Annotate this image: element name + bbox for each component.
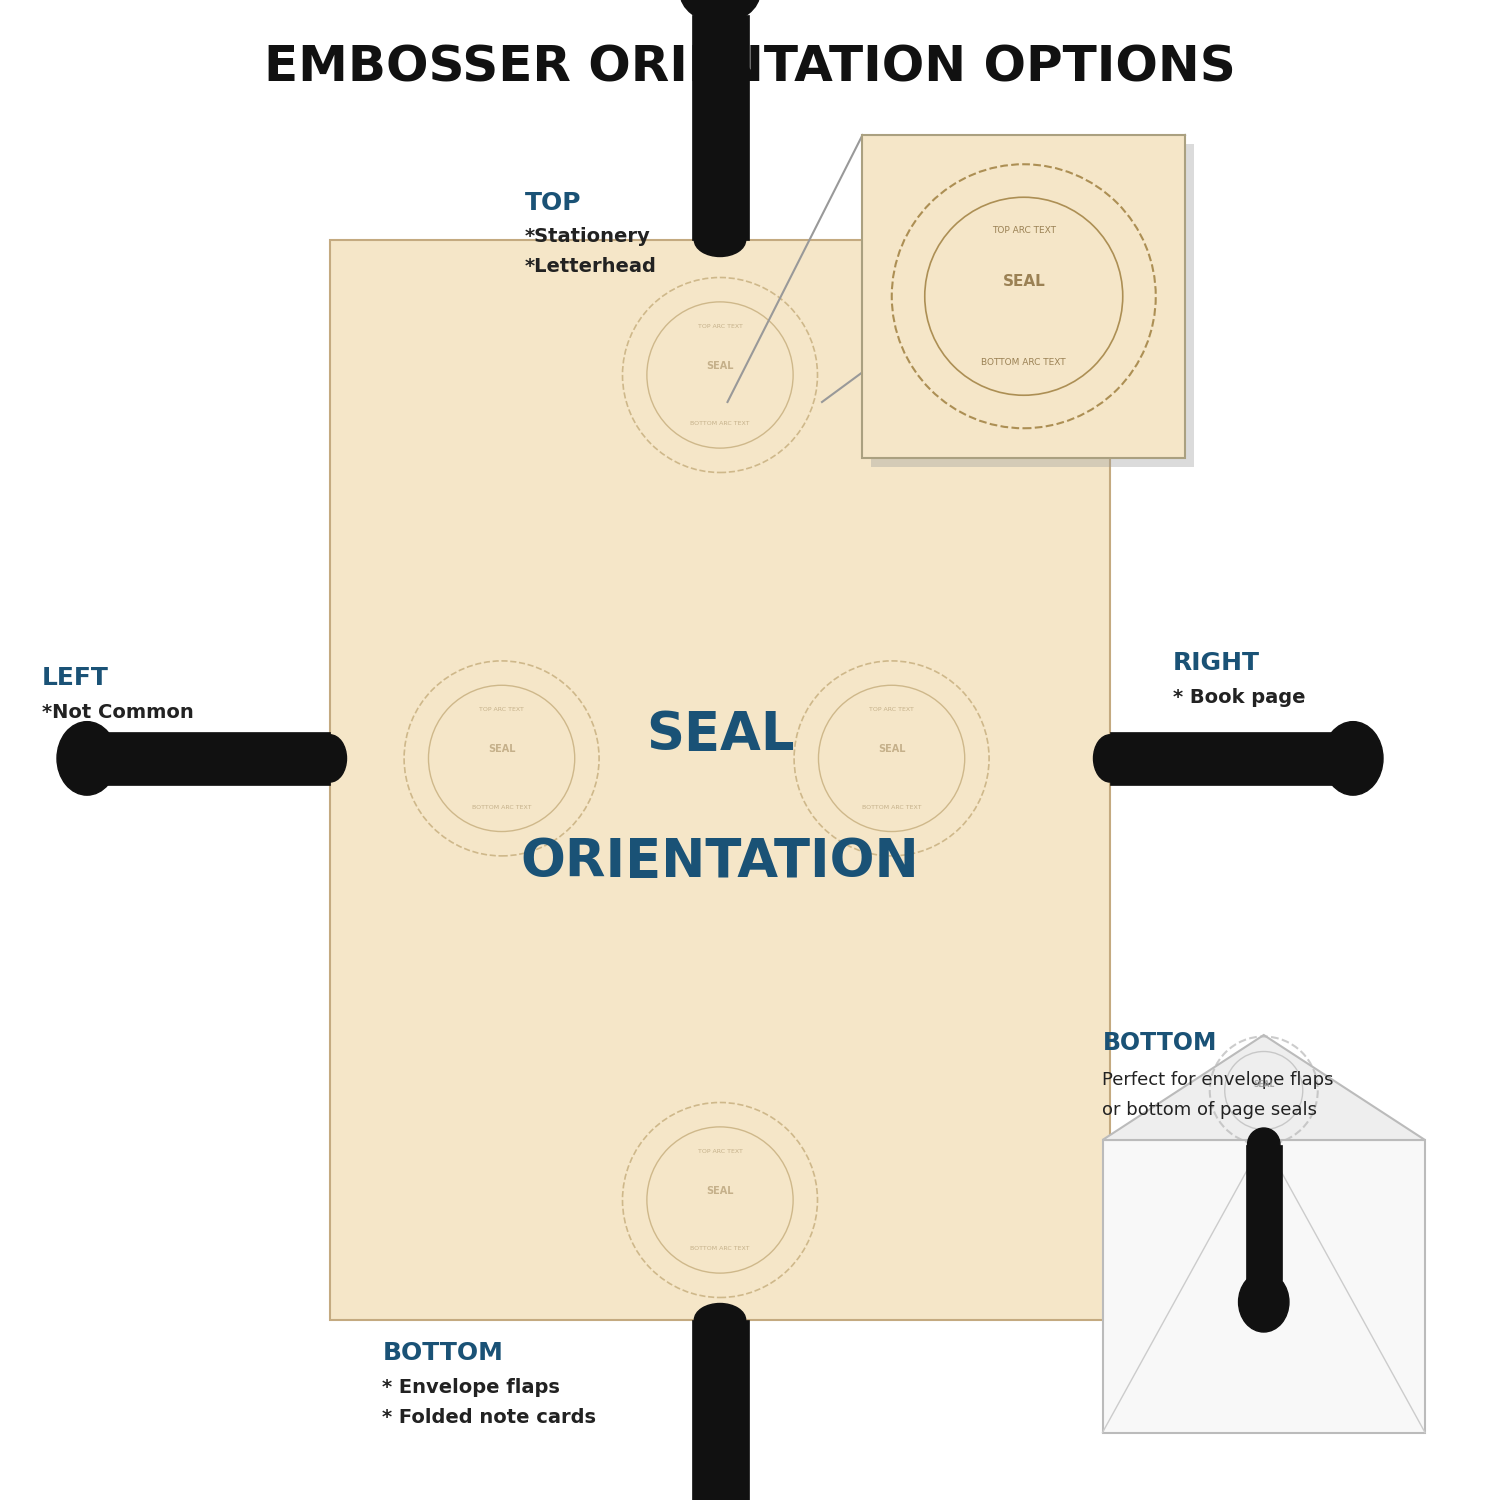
Text: TOP: TOP [525,190,582,214]
Text: * Folded note cards: * Folded note cards [382,1408,597,1426]
FancyBboxPatch shape [862,135,1185,458]
Text: SEAL: SEAL [1002,273,1046,288]
Text: TOP ARC TEXT: TOP ARC TEXT [698,324,742,328]
Text: SEAL: SEAL [1252,1080,1275,1089]
Text: RIGHT: RIGHT [1173,651,1260,675]
Text: TOP ARC TEXT: TOP ARC TEXT [478,706,524,712]
FancyBboxPatch shape [1102,1140,1425,1432]
Bar [692,1320,748,1500]
Text: *Stationery: *Stationery [525,228,651,246]
Ellipse shape [314,735,346,782]
Ellipse shape [57,722,117,795]
Text: BOTTOM ARC TEXT: BOTTOM ARC TEXT [690,1246,750,1251]
Text: TOP ARC TEXT: TOP ARC TEXT [992,226,1056,236]
Ellipse shape [1248,1128,1280,1161]
Text: * Envelope flaps: * Envelope flaps [382,1378,561,1396]
Ellipse shape [694,1304,746,1336]
Text: EMBOSSER ORIENTATION OPTIONS: EMBOSSER ORIENTATION OPTIONS [264,44,1236,92]
Text: SEAL: SEAL [645,710,795,760]
Text: BOTTOM ARC TEXT: BOTTOM ARC TEXT [981,358,1066,368]
Ellipse shape [1094,735,1126,782]
FancyBboxPatch shape [330,240,1110,1320]
Polygon shape [1102,1035,1425,1140]
Bar [692,15,748,240]
Text: SEAL: SEAL [488,744,516,754]
Ellipse shape [1239,1272,1288,1332]
Text: LEFT: LEFT [42,666,110,690]
Text: TOP ARC TEXT: TOP ARC TEXT [698,1149,742,1154]
Text: BOTTOM ARC TEXT: BOTTOM ARC TEXT [862,804,921,810]
Text: ORIENTATION: ORIENTATION [520,837,920,888]
Ellipse shape [1323,722,1383,795]
Text: *Not Common: *Not Common [42,704,194,722]
Text: SEAL: SEAL [706,1186,734,1196]
Text: BOTTOM: BOTTOM [1102,1030,1216,1054]
Text: BOTTOM ARC TEXT: BOTTOM ARC TEXT [472,804,531,810]
Ellipse shape [680,0,760,22]
Text: SEAL: SEAL [706,362,734,370]
Text: * Book page: * Book page [1173,688,1305,706]
Bar [105,732,330,784]
Bar [1245,1144,1281,1280]
Text: or bottom of page seals: or bottom of page seals [1102,1101,1317,1119]
Text: SEAL: SEAL [878,744,906,754]
Text: *Letterhead: *Letterhead [525,258,657,276]
Text: BOTTOM ARC TEXT: BOTTOM ARC TEXT [690,422,750,426]
Text: BOTTOM: BOTTOM [382,1341,504,1365]
Text: Perfect for envelope flaps: Perfect for envelope flaps [1102,1071,1334,1089]
Bar [1110,732,1335,784]
Ellipse shape [694,224,746,256]
Text: TOP ARC TEXT: TOP ARC TEXT [868,706,913,712]
FancyBboxPatch shape [871,144,1194,466]
